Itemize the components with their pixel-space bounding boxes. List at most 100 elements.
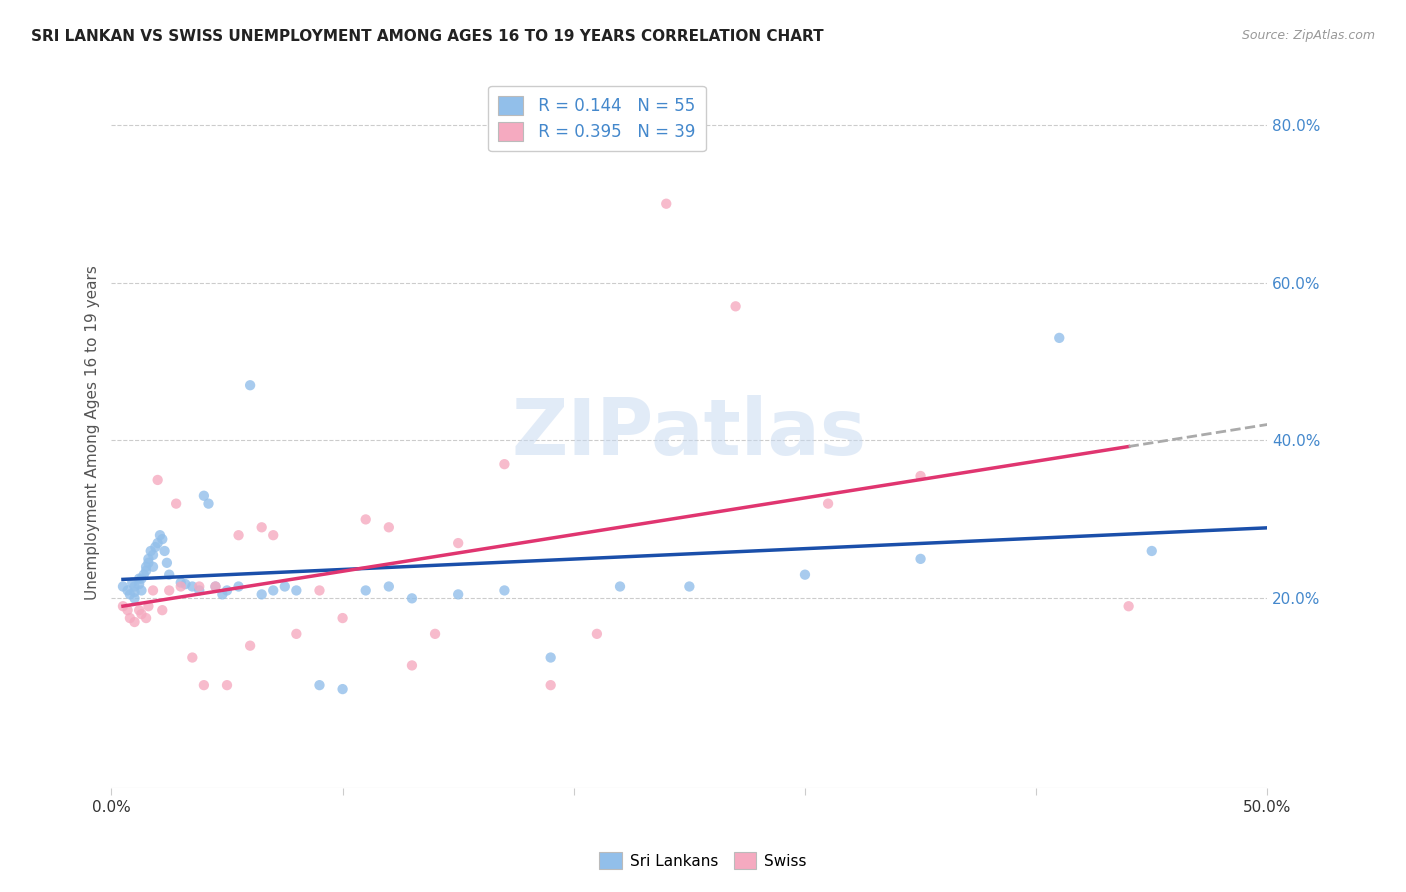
Text: ZIPatlas: ZIPatlas <box>512 394 868 471</box>
Point <box>150 603 173 617</box>
Point <box>149 528 172 542</box>
Point <box>139 544 162 558</box>
Point <box>143 540 166 554</box>
Point <box>132 567 155 582</box>
Point <box>153 544 176 558</box>
Point <box>228 580 250 594</box>
Point <box>165 497 187 511</box>
Point <box>354 583 377 598</box>
Point <box>332 611 354 625</box>
Text: SRI LANKAN VS SWISS UNEMPLOYMENT AMONG AGES 16 TO 19 YEARS CORRELATION CHART: SRI LANKAN VS SWISS UNEMPLOYMENT AMONG A… <box>31 29 824 44</box>
Point <box>146 473 169 487</box>
Point <box>540 650 562 665</box>
Point <box>609 580 631 594</box>
Point <box>447 587 470 601</box>
Point <box>215 583 238 598</box>
Point <box>285 627 308 641</box>
Point <box>181 580 204 594</box>
Point <box>401 658 423 673</box>
Point <box>138 552 160 566</box>
Point <box>135 611 157 625</box>
Point <box>118 587 141 601</box>
Point <box>1118 599 1140 614</box>
Point <box>142 583 165 598</box>
Point <box>250 520 273 534</box>
Point <box>117 603 139 617</box>
Point <box>494 583 516 598</box>
Point <box>181 650 204 665</box>
Point <box>817 497 839 511</box>
Point <box>131 607 153 621</box>
Point <box>142 559 165 574</box>
Point <box>239 378 262 392</box>
Point <box>124 585 146 599</box>
Point <box>197 497 219 511</box>
Legend:  R = 0.144   N = 55,  R = 0.395   N = 39: R = 0.144 N = 55, R = 0.395 N = 39 <box>488 86 706 151</box>
Point <box>156 556 179 570</box>
Point <box>142 548 165 562</box>
Point <box>188 580 211 594</box>
Point <box>170 575 193 590</box>
Point <box>188 583 211 598</box>
Point <box>655 196 678 211</box>
Point <box>378 520 401 534</box>
Point <box>128 577 150 591</box>
Point <box>423 627 446 641</box>
Point <box>724 299 747 313</box>
Point <box>308 678 330 692</box>
Point <box>250 587 273 601</box>
Point <box>204 580 226 594</box>
Y-axis label: Unemployment Among Ages 16 to 19 years: Unemployment Among Ages 16 to 19 years <box>86 265 100 600</box>
Point <box>204 580 226 594</box>
Point <box>193 489 215 503</box>
Point <box>262 583 284 598</box>
Point <box>174 577 197 591</box>
Point <box>111 599 134 614</box>
Point <box>128 572 150 586</box>
Point <box>401 591 423 606</box>
Point <box>910 469 932 483</box>
Point <box>131 572 153 586</box>
Point <box>239 639 262 653</box>
Point <box>274 580 297 594</box>
Point <box>910 552 932 566</box>
Point <box>378 580 401 594</box>
Point <box>308 583 330 598</box>
Text: Source: ZipAtlas.com: Source: ZipAtlas.com <box>1241 29 1375 42</box>
Point <box>193 678 215 692</box>
Point <box>540 678 562 692</box>
Point <box>124 580 146 594</box>
Point <box>157 567 180 582</box>
Point <box>332 682 354 697</box>
Point <box>794 567 817 582</box>
Point <box>128 603 150 617</box>
Point <box>1047 331 1070 345</box>
Point <box>111 580 134 594</box>
Point <box>157 583 180 598</box>
Legend: Sri Lankans, Swiss: Sri Lankans, Swiss <box>593 846 813 875</box>
Point <box>135 559 157 574</box>
Point <box>124 591 146 606</box>
Point <box>118 611 141 625</box>
Point <box>354 512 377 526</box>
Point <box>138 599 160 614</box>
Point <box>228 528 250 542</box>
Point <box>586 627 609 641</box>
Point <box>447 536 470 550</box>
Point <box>211 587 233 601</box>
Point <box>285 583 308 598</box>
Point <box>146 536 169 550</box>
Point <box>117 583 139 598</box>
Point <box>138 556 160 570</box>
Point <box>170 580 193 594</box>
Point <box>150 532 173 546</box>
Point <box>121 575 143 590</box>
Point <box>131 583 153 598</box>
Point <box>494 457 516 471</box>
Point <box>1140 544 1163 558</box>
Point <box>678 580 700 594</box>
Point <box>215 678 238 692</box>
Point <box>124 615 146 629</box>
Point <box>262 528 284 542</box>
Point <box>135 564 157 578</box>
